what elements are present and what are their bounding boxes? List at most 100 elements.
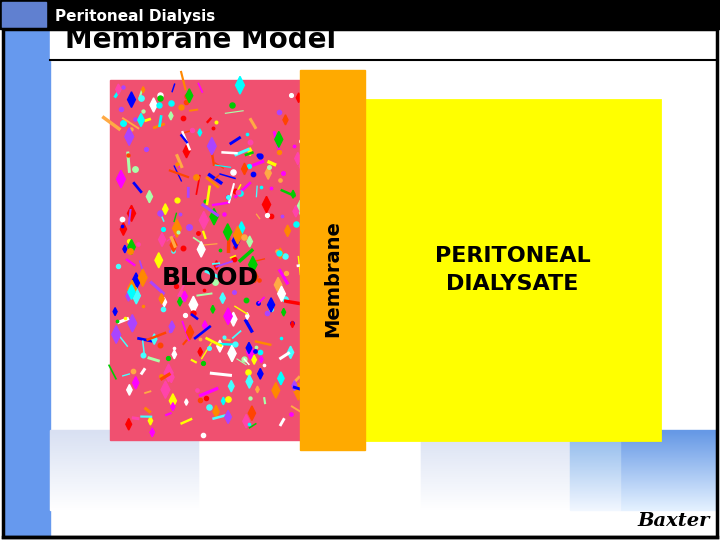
Bar [620,508,717,509]
Bar [570,442,620,443]
Polygon shape [142,86,145,93]
Bar [620,499,717,500]
Polygon shape [150,428,154,437]
Bar [570,486,620,487]
Bar [50,449,620,450]
Bar [570,453,620,454]
Polygon shape [138,113,144,126]
Bar [50,444,620,445]
Polygon shape [262,197,271,213]
Bar [50,471,620,472]
Polygon shape [127,240,135,254]
Bar [50,482,620,483]
Bar [620,489,717,490]
Bar [570,478,620,479]
Polygon shape [180,291,185,301]
Bar [570,460,620,461]
Bar [620,458,717,459]
Bar [570,438,620,439]
Polygon shape [132,377,139,389]
Bar [620,444,717,445]
Bar [570,474,620,475]
Bar [50,489,620,490]
Polygon shape [211,305,215,313]
Bar [50,446,620,447]
Bar [50,473,620,474]
Bar [50,443,620,444]
Bar [570,502,620,503]
Bar [50,29,717,60]
Polygon shape [248,147,252,156]
Polygon shape [168,372,174,383]
Polygon shape [235,76,244,94]
Polygon shape [126,418,132,430]
Bar [50,474,620,475]
Bar [570,489,620,490]
Bar [570,436,620,437]
Polygon shape [198,348,202,356]
Polygon shape [155,253,163,268]
Bar [620,461,717,462]
Polygon shape [297,200,304,214]
Polygon shape [197,241,205,257]
Bar [570,461,620,462]
Bar [570,482,620,483]
Bar [570,496,620,497]
Polygon shape [278,372,284,385]
Polygon shape [198,129,202,136]
Bar [50,465,620,466]
Bar [50,478,620,479]
Polygon shape [132,273,140,289]
Bar [620,441,717,442]
Bar [620,449,717,450]
Bar [570,480,620,481]
Bar [570,464,620,465]
Polygon shape [258,368,263,379]
Bar [50,499,620,500]
Bar [50,490,620,491]
Polygon shape [282,308,286,316]
Polygon shape [252,271,258,282]
Polygon shape [186,89,193,103]
Bar [570,472,620,473]
Bar [2,2,46,27]
Bar [570,469,620,470]
Bar [50,461,620,462]
Text: Membrane: Membrane [323,220,342,338]
Polygon shape [291,190,295,198]
Polygon shape [162,298,166,307]
Bar [50,451,620,452]
Bar [570,459,620,460]
Bar [365,100,660,440]
Bar [620,446,717,447]
Bar [620,447,717,448]
Polygon shape [220,293,225,303]
Polygon shape [113,308,117,315]
Bar [50,463,620,464]
Bar [570,495,620,496]
Bar [620,488,717,489]
Polygon shape [247,236,253,247]
Polygon shape [127,205,135,221]
Bar [570,446,620,447]
Polygon shape [148,416,153,425]
Bar [620,448,717,449]
Bar [50,504,620,505]
Bar [570,463,620,464]
Bar [620,431,717,432]
Polygon shape [185,399,188,406]
Polygon shape [278,248,283,259]
Bar [50,484,620,485]
Bar [50,455,620,456]
Bar [0,0,720,29]
Bar [50,503,620,504]
Bar [620,481,717,482]
Bar [620,438,717,439]
Bar [570,435,620,436]
Text: Baxter: Baxter [638,512,710,530]
Bar [50,439,620,440]
Bar [50,459,620,460]
Polygon shape [228,345,236,362]
Bar [50,496,620,497]
Bar [50,468,620,469]
